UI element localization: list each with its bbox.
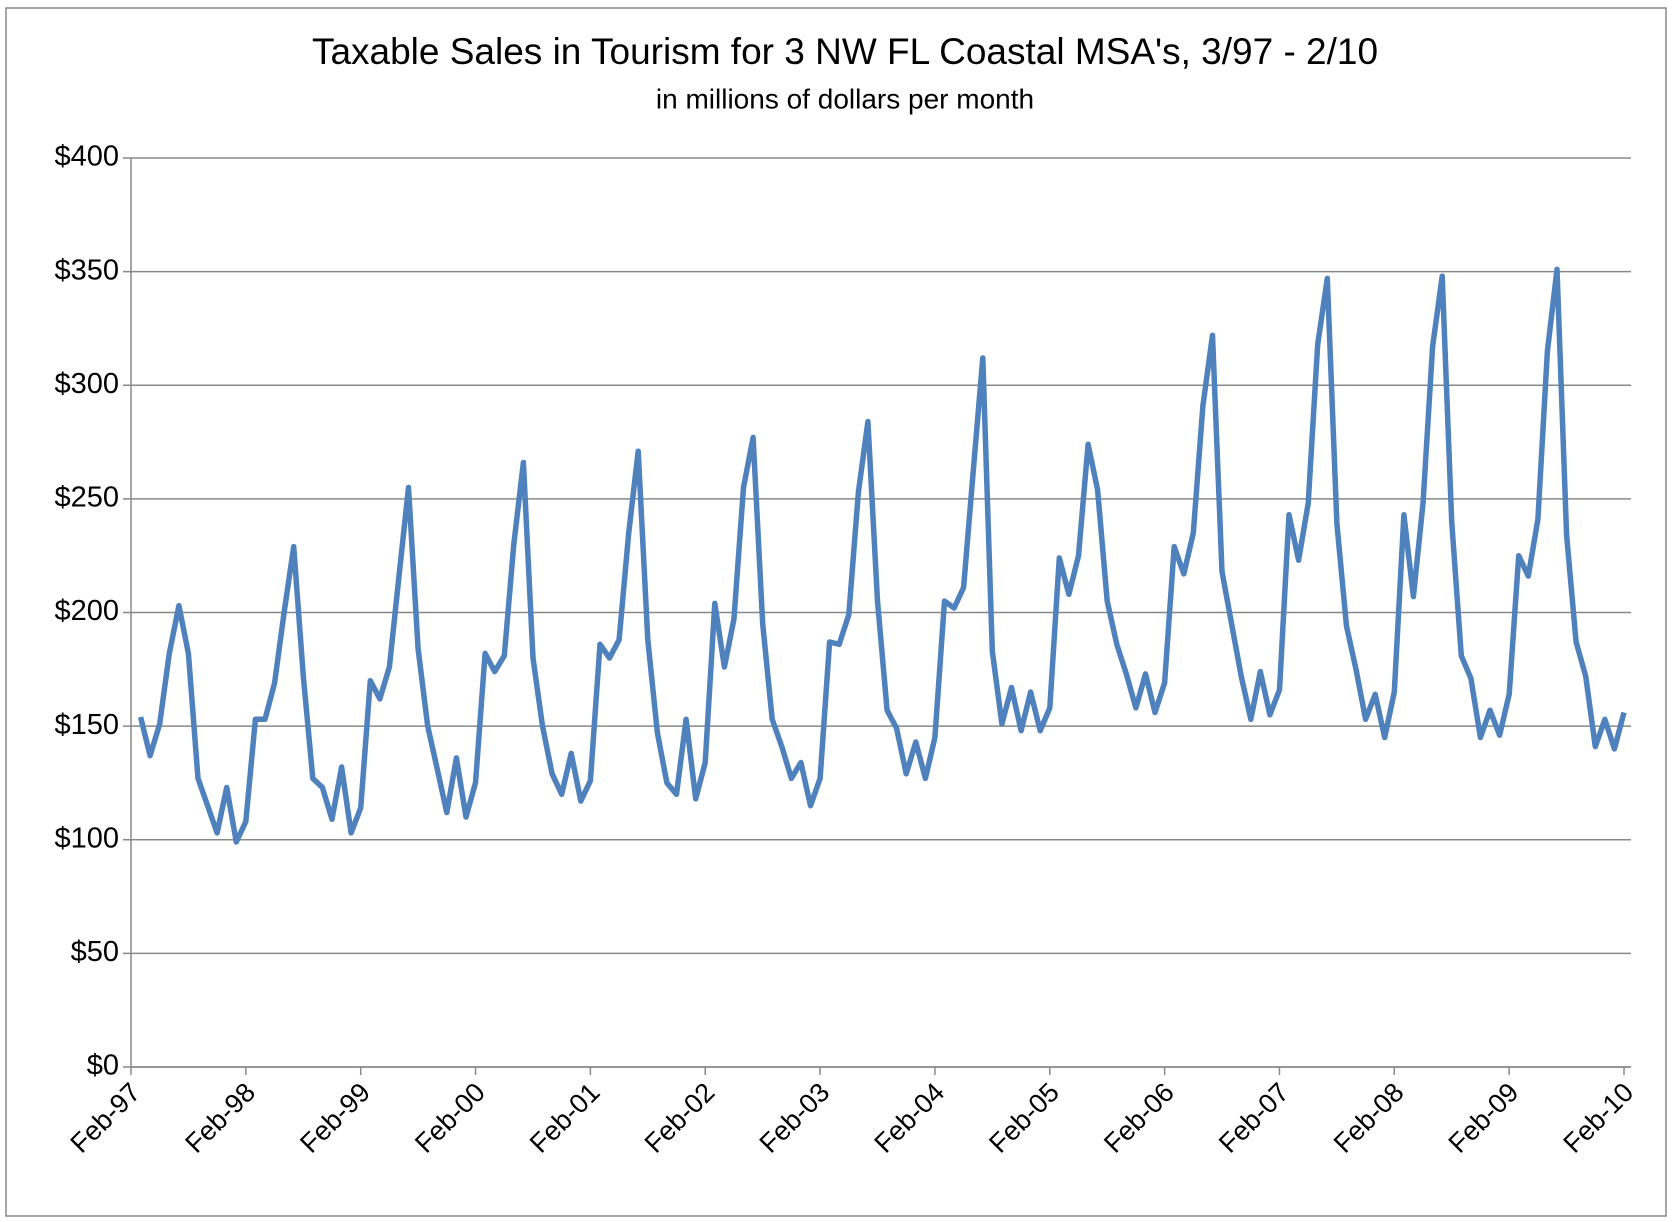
y-tick-label: $250 xyxy=(54,482,119,514)
y-tick-label: $100 xyxy=(54,822,119,854)
y-tick-label: $300 xyxy=(54,368,119,400)
y-tick-label: $400 xyxy=(54,141,119,173)
y-tick-label: $350 xyxy=(54,254,119,286)
y-tick-label: $50 xyxy=(71,936,119,968)
y-tick-label: $150 xyxy=(54,709,119,741)
y-tick-label: $200 xyxy=(54,595,119,627)
y-tick-label: $0 xyxy=(87,1050,119,1082)
chart-subtitle: in millions of dollars per month xyxy=(656,83,1034,114)
data-line xyxy=(137,266,1627,845)
chart-title: Taxable Sales in Tourism for 3 NW FL Coa… xyxy=(312,31,1378,72)
